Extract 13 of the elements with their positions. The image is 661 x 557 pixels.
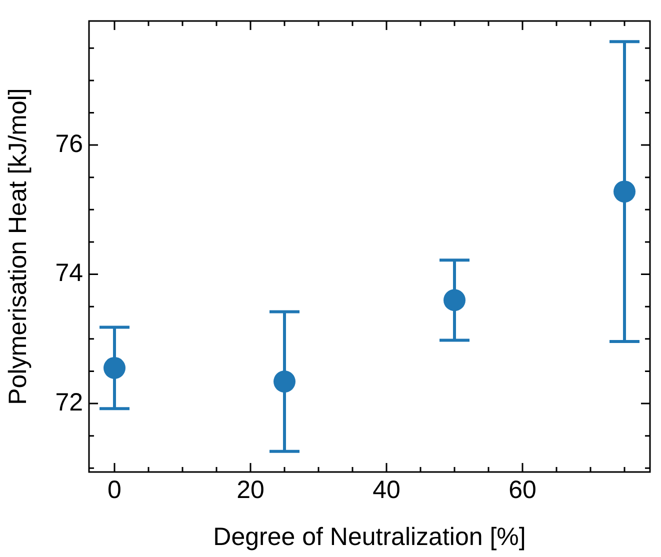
x-tick-label: 40 <box>372 476 400 504</box>
x-tick-label: 20 <box>236 476 264 504</box>
x-axis-title: Degree of Neutralization [%] <box>213 522 526 551</box>
point <box>104 356 126 379</box>
y-axis-title: Polymerisation Heat [kJ/mol] <box>4 88 32 405</box>
point <box>444 289 466 312</box>
point <box>274 370 296 393</box>
y-tick-label: 74 <box>55 259 84 288</box>
x-tick-label: 0 <box>108 476 122 504</box>
point <box>614 180 636 203</box>
x-tick-label: 60 <box>508 476 536 504</box>
y-tick-label: 76 <box>55 130 83 158</box>
y-tick-label: 72 <box>55 388 83 416</box>
